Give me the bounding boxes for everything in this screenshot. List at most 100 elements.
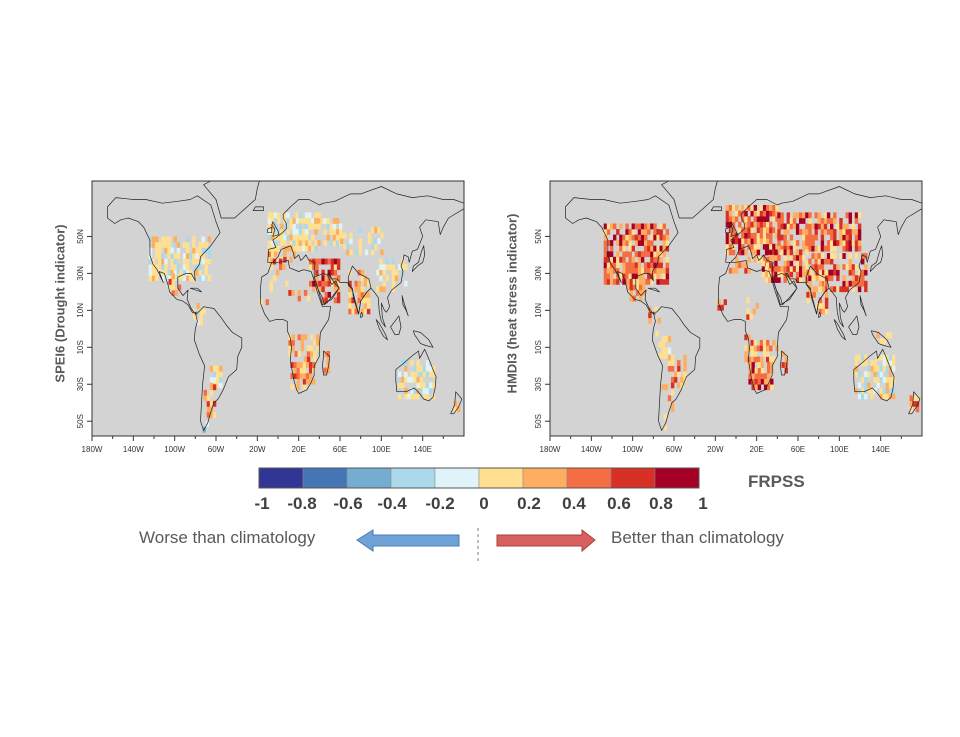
- land-iceland: [711, 206, 722, 211]
- coastline-japan: [869, 245, 884, 272]
- lon-tick-label: 100E: [372, 445, 391, 454]
- colorbar-swatch: [434, 467, 480, 489]
- better-arrow-icon: [496, 528, 596, 553]
- land-new-guinea: [413, 330, 433, 348]
- coastline-sri-lanka: [818, 311, 822, 319]
- colorbar-tick-label: 0: [479, 494, 489, 513]
- coastline-south-america: [651, 306, 701, 431]
- land-greenland: [203, 181, 260, 218]
- coastline-north-america: [565, 195, 679, 315]
- coastline-madagascar: [780, 350, 789, 376]
- colorbar-tick-label: -1: [254, 494, 270, 513]
- lat-tick-label: 50N: [76, 229, 85, 244]
- land-sumatra: [376, 319, 388, 340]
- coastline-south-america: [193, 306, 243, 431]
- coastline-north-america: [107, 195, 221, 315]
- lon-tick-label: 60E: [791, 445, 805, 454]
- colorbar-tick-label: -0.6: [333, 494, 363, 513]
- coastline-eurasia: [725, 186, 923, 328]
- land-borneo: [848, 315, 859, 335]
- coastline-sumatra: [833, 319, 846, 341]
- coastline-uk-ireland: [267, 226, 273, 234]
- colorbar-swatch: [390, 467, 436, 489]
- lat-tick-label: 30S: [534, 377, 543, 391]
- lon-tick-label: 140W: [123, 445, 144, 454]
- lon-tick-label: 180W: [82, 445, 103, 454]
- coastline-borneo: [848, 315, 860, 335]
- lon-tick-label: 60W: [208, 445, 225, 454]
- lat-tick-label: 50S: [76, 414, 85, 428]
- lat-tick-label: 50S: [534, 414, 543, 428]
- lat-tick-label: 30N: [76, 266, 85, 281]
- colorbar-swatch: [522, 467, 568, 489]
- lon-tick-label: 180W: [540, 445, 561, 454]
- lon-tick-label: 100W: [622, 445, 643, 454]
- direction-arrows: [356, 528, 596, 562]
- coastline-philippines: [401, 295, 409, 317]
- coastline-madagascar: [322, 350, 331, 376]
- lon-tick-label: 20E: [292, 445, 306, 454]
- coastline-great-britain: [271, 221, 280, 237]
- coastline-arabia: [771, 273, 798, 306]
- coastline-eurasia: [267, 186, 465, 328]
- map-svg: 50N 30N 10N 10S 30S 50S 180W 140W 100W 60W 20W 20E 6…: [534, 180, 923, 454]
- lon-tick-label: 20E: [750, 445, 764, 454]
- colorbar-swatch: [258, 467, 304, 489]
- map-svg: 50N 30N 10N 10S 30S 50S 180W 140W 100W 60W 20W 20E 6…: [76, 180, 465, 454]
- colorbar-tick-label: 0.6: [607, 494, 631, 513]
- coastline-australia: [395, 348, 437, 402]
- colorbar-tick-label: 0.8: [649, 494, 673, 513]
- coastline-new-zealand: [908, 391, 921, 415]
- worse-arrow-icon: [356, 529, 460, 552]
- colorbar-tick-label: -0.4: [377, 494, 407, 513]
- colorbar-swatch: [654, 467, 700, 489]
- lon-tick-label: 100W: [164, 445, 185, 454]
- coastline-cuba: [189, 287, 202, 293]
- lon-tick-label: 140W: [581, 445, 602, 454]
- coastline-new-guinea: [413, 330, 434, 348]
- coastline-uk-ireland: [725, 226, 731, 234]
- coastline-japan: [411, 245, 426, 272]
- colorbar-tick-label: 1: [698, 494, 708, 513]
- lat-tick-label: 30N: [534, 266, 543, 281]
- lon-tick-label: 140E: [871, 445, 890, 454]
- better-caption: Better than climatology: [611, 528, 784, 547]
- coastline-africa: [260, 260, 332, 394]
- coastline-iceland: [710, 206, 722, 211]
- worse-caption: Worse than climatology: [139, 528, 316, 547]
- map-panel-hmdi3: HMDI3 (heat stress indicator) 50N 30N 10N 1…: [458, 0, 938, 470]
- map-panel-spei6: SPEI6 (Drought indicator) 50N 30N 10N 10S 30…: [0, 0, 480, 470]
- colorbar-swatch: [566, 467, 612, 489]
- colorbar: [258, 467, 700, 489]
- coastline-sri-lanka: [360, 311, 364, 319]
- coastline-iceland: [252, 206, 264, 211]
- lat-tick-label: 30S: [76, 377, 85, 391]
- colorbar-tick-label: 0.4: [562, 494, 586, 513]
- lat-tick-label: 10N: [534, 303, 543, 318]
- colorbar-tick-label: -0.8: [287, 494, 317, 513]
- coastline-africa: [718, 260, 790, 394]
- lon-tick-label: 140E: [413, 445, 432, 454]
- land-borneo: [390, 315, 401, 335]
- coastline-india: [347, 265, 372, 315]
- coastline-new-guinea: [871, 330, 892, 348]
- colorbar-swatch: [302, 467, 348, 489]
- forecast-skill-cells: [603, 205, 920, 431]
- coastline-philippines: [859, 295, 867, 317]
- coastline-great-britain: [729, 221, 738, 237]
- land-sumatra: [834, 319, 846, 340]
- lat-tick-label: 10N: [76, 303, 85, 318]
- colorbar-title: FRPSS: [748, 472, 805, 491]
- lon-tick-label: 20W: [249, 445, 266, 454]
- colorbar-frame: [258, 467, 700, 489]
- forecast-skill-cells: [148, 212, 461, 433]
- colorbar-tick-label: -0.2: [425, 494, 455, 513]
- coastline-australia: [853, 348, 895, 402]
- colorbar-swatch: [346, 467, 392, 489]
- land-greenland: [661, 181, 718, 218]
- coastline-borneo: [390, 315, 402, 335]
- lon-tick-label: 60W: [666, 445, 683, 454]
- colorbar-swatch: [610, 467, 656, 489]
- colorbar-tick-label: 0.2: [517, 494, 541, 513]
- lat-tick-label: 10S: [76, 340, 85, 354]
